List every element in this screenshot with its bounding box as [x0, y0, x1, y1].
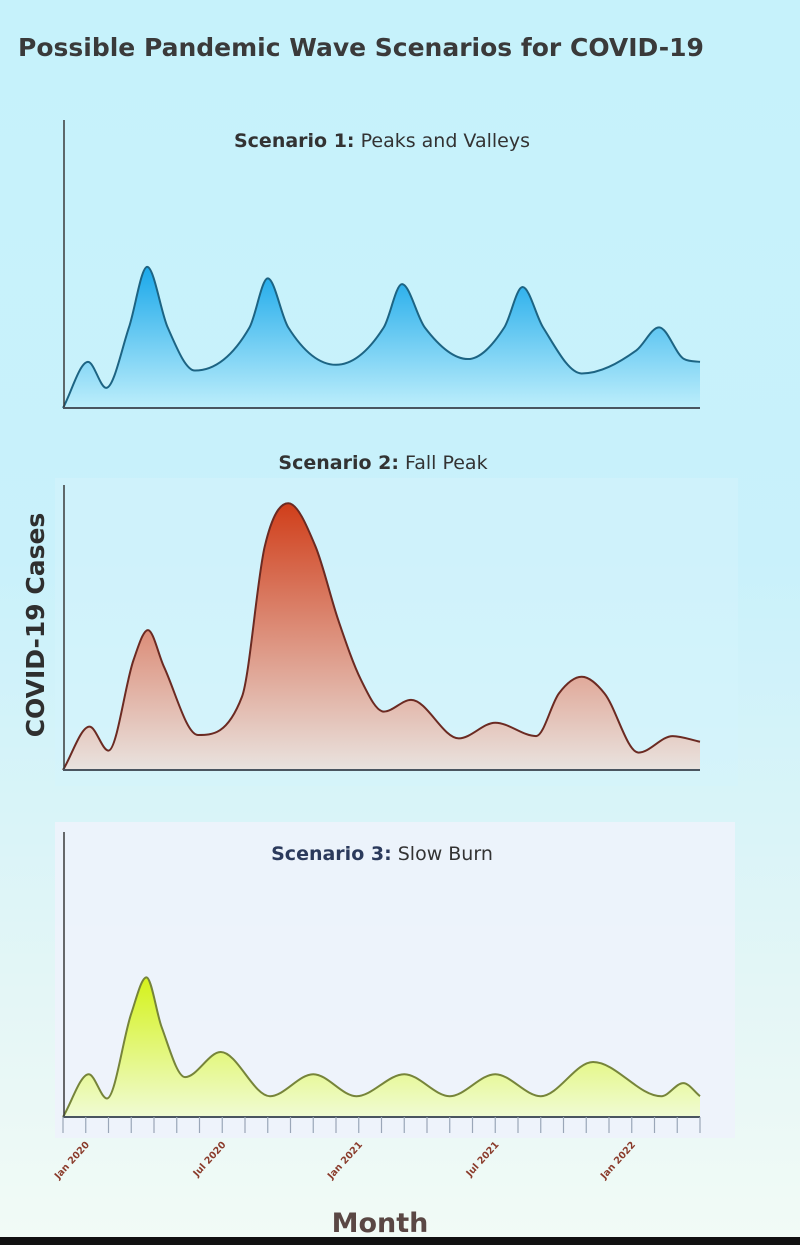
panel-1-area — [63, 266, 700, 408]
panel-2-area — [63, 503, 700, 770]
chart-title: Possible Pandemic Wave Scenarios for COV… — [18, 33, 704, 62]
x-axis-label: Month — [332, 1208, 429, 1239]
x-tick-label: Jan 2022 — [598, 1140, 638, 1183]
y-axis-label: COVID-19 Cases — [21, 513, 50, 738]
panel-2-line — [62, 502, 701, 771]
x-tick-label: Jul 2021 — [464, 1140, 502, 1180]
panel-3-area — [63, 977, 700, 1117]
panel-1-title: Scenario 1: Peaks and Valleys — [234, 130, 530, 152]
x-tick-label: Jul 2020 — [191, 1139, 229, 1180]
x-tick-label: Jan 2020 — [52, 1139, 92, 1182]
bottom-bar — [0, 1237, 800, 1245]
x-tick-label: Jan 2021 — [325, 1140, 365, 1183]
panel-3-title: Scenario 3: Slow Burn — [271, 843, 493, 865]
panel-2-title: Scenario 2: Fall Peak — [278, 452, 487, 474]
panel-3-line — [62, 976, 701, 1118]
panel-1-line — [62, 265, 701, 409]
